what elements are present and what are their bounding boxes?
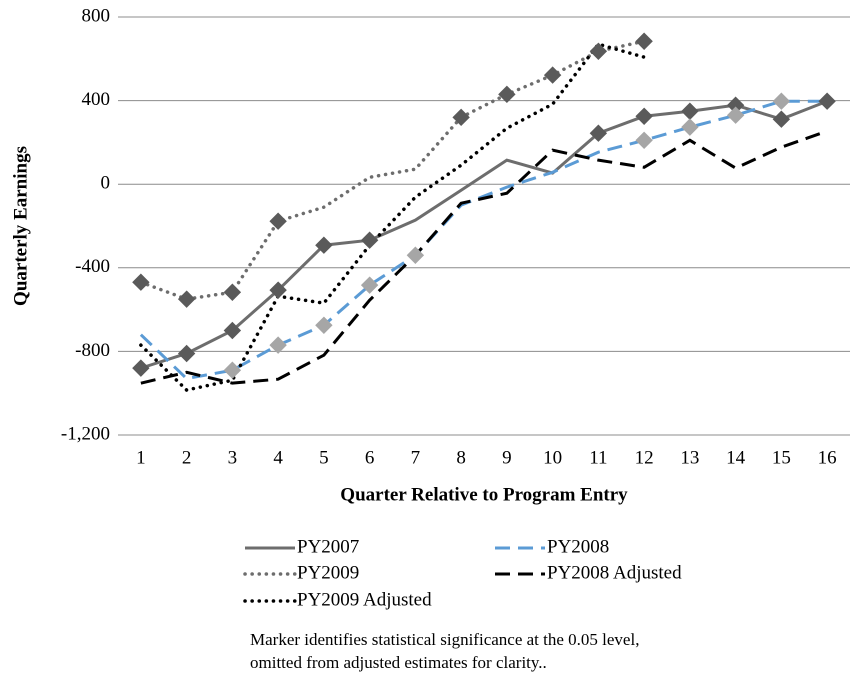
marker: [818, 92, 836, 110]
x-axis-title: Quarter Relative to Program Entry: [340, 484, 628, 505]
legend-label: PY2009: [297, 562, 359, 583]
x-tick-label: 1: [136, 447, 146, 468]
marker: [772, 92, 791, 110]
marker: [132, 273, 150, 291]
y-tick-label: -400: [75, 256, 110, 277]
marker: [406, 246, 425, 264]
x-tick-label: 8: [456, 447, 466, 468]
marker: [315, 316, 333, 334]
marker: [772, 110, 791, 128]
marker: [635, 131, 653, 150]
marker: [269, 281, 287, 299]
x-tick-label: 10: [543, 447, 562, 468]
x-tick-label: 13: [680, 447, 699, 468]
marker: [177, 290, 196, 308]
marker: [589, 42, 608, 60]
marker: [589, 124, 608, 142]
series-line: [139, 99, 828, 381]
marker: [132, 359, 150, 377]
marker: [360, 276, 379, 294]
note: Marker identifies statistical significan…: [250, 630, 639, 649]
marker: [635, 32, 653, 50]
marker: [681, 102, 699, 120]
x-tick-label: 3: [228, 447, 238, 468]
y-tick-label: 800: [82, 5, 111, 26]
x-tick-label: 2: [182, 447, 192, 468]
x-tick-label: 6: [365, 447, 375, 468]
legend-label: PY2007: [297, 536, 359, 557]
legend-label: PY2008 Adjusted: [547, 562, 682, 583]
marker: [223, 361, 242, 379]
series-line: [139, 39, 646, 301]
x-tick-label: 12: [635, 447, 654, 468]
x-tick-label: 4: [273, 447, 283, 468]
legend-label: PY2008: [547, 536, 609, 557]
x-tick-label: 14: [726, 447, 746, 468]
x-tick-label: 5: [319, 447, 329, 468]
series-line: [140, 99, 828, 370]
marker: [681, 118, 699, 136]
y-tick-label: 400: [82, 89, 111, 110]
y-tick-label: 0: [101, 173, 111, 194]
marker: [452, 108, 470, 127]
x-tick-label: 7: [411, 447, 421, 468]
marker: [726, 106, 745, 124]
marker: [635, 107, 653, 125]
marker: [360, 231, 379, 249]
marker: [223, 283, 242, 301]
marker: [177, 344, 196, 363]
legend-label: PY2009 Adjusted: [297, 589, 432, 610]
marker: [223, 321, 242, 340]
y-tick-label: -800: [75, 340, 110, 361]
note: omitted from adjusted estimates for clar…: [250, 653, 547, 672]
x-tick-label: 11: [589, 447, 607, 468]
marker: [269, 336, 287, 354]
marker: [269, 212, 287, 230]
y-axis-title: Quarterly Earnings: [10, 146, 31, 306]
x-tick-label: 16: [818, 447, 837, 468]
marker: [543, 66, 562, 84]
series-line: [140, 129, 828, 385]
x-tick-label: 15: [772, 447, 791, 468]
x-tick-label: 9: [502, 447, 512, 468]
marker: [315, 236, 333, 254]
marker: [498, 85, 516, 104]
y-tick-label: -1,200: [61, 423, 110, 444]
